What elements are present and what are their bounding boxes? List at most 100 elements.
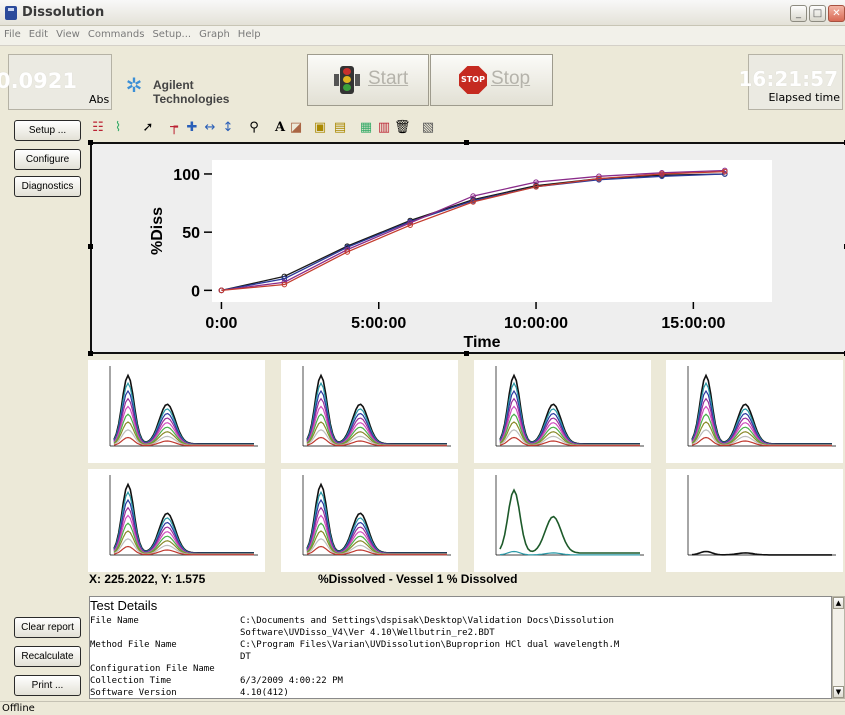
series-icon[interactable]: ☷ — [92, 120, 104, 135]
series-point — [344, 249, 351, 255]
clear-report-button[interactable]: Clear report — [14, 617, 81, 638]
details-scrollbar[interactable]: ▲ ▼ — [832, 596, 845, 699]
scroll-up-arrow-icon[interactable]: ▲ — [833, 597, 844, 609]
bars-icon[interactable]: ▥ — [377, 120, 391, 135]
series-point — [281, 275, 288, 282]
mini-spectrum-line — [499, 436, 640, 447]
x-tick-label: 10:00:00 — [504, 315, 568, 332]
test-details-panel[interactable]: Test Details File Name C:\Documents and S… — [89, 596, 832, 699]
move-icon[interactable]: ✚ — [186, 120, 198, 135]
series-point — [470, 193, 476, 199]
mini-spectrum-line — [113, 545, 254, 556]
spectrum-vessel-7[interactable] — [474, 469, 651, 572]
series-point — [596, 175, 602, 182]
start-label: Start — [368, 68, 409, 89]
diagnostics-button[interactable]: Diagnostics — [14, 176, 81, 197]
mini-spectrum-line — [113, 389, 254, 445]
details-value: C:\Documents and Settings\dspisak\Deskto… — [240, 616, 614, 626]
traffic-light-icon — [334, 66, 360, 94]
spectrum-vessel-5[interactable] — [88, 469, 265, 572]
x-tick-label: 15:00:00 — [661, 315, 725, 332]
spectrum-vessel-8[interactable] — [666, 469, 843, 572]
x-tick-label: 5:00:00 — [351, 315, 406, 332]
vertical-zoom-icon[interactable]: ↕ — [222, 120, 234, 135]
delete-icon[interactable]: 🗑 — [394, 120, 411, 135]
absorbance-unit: Abs — [89, 93, 110, 106]
spectrum-vessel-1[interactable] — [88, 360, 265, 463]
brand-name: Agilent Technologies — [153, 78, 230, 106]
paint-icon[interactable]: ◪ — [289, 120, 303, 135]
status-bar: Offline — [0, 701, 845, 715]
mini-spectrum-line — [113, 436, 254, 447]
mini-spectrum-line — [306, 389, 447, 445]
y-tick-label: 50 — [182, 225, 200, 242]
x-axis-title: Time — [463, 334, 500, 351]
configure-button[interactable]: Configure — [14, 149, 81, 170]
copy-chart-icon[interactable]: ▣ — [313, 120, 327, 135]
maximize-button[interactable]: □ — [809, 5, 826, 22]
mini-spectrum-line — [306, 545, 447, 556]
print-button[interactable]: Print ... — [14, 675, 81, 696]
dissolution-chart-svg: 0 50 100 0:00 5:00:00 10:00:00 15:00:00 Time %Di… — [149, 160, 772, 351]
details-value: DT — [240, 652, 251, 662]
menu-view[interactable]: View — [56, 29, 80, 40]
close-button[interactable]: ✕ — [828, 5, 845, 22]
y-axis-title: %Diss — [149, 207, 166, 255]
stop-sign-icon: STOP — [459, 66, 487, 94]
minimize-button[interactable]: _ — [790, 5, 807, 22]
crosshair-icon[interactable]: ┮ — [170, 120, 178, 135]
series-point — [218, 287, 225, 294]
details-key: Method File Name — [90, 640, 177, 650]
scroll-down-arrow-icon[interactable]: ▼ — [833, 686, 844, 698]
start-button[interactable]: Start — [307, 54, 429, 106]
elapsed-time-readout: 16:21:57 Elapsed time — [739, 54, 843, 110]
plot-area — [212, 160, 772, 302]
mini-spectrum-line — [499, 488, 640, 554]
mini-spectrum-line — [499, 389, 640, 445]
series-point — [470, 199, 476, 205]
menu-help[interactable]: Help — [237, 29, 261, 40]
recalculate-button[interactable]: Recalculate — [14, 646, 81, 667]
menu-setup[interactable]: Setup... — [152, 29, 192, 40]
spectrum-vessel-4[interactable] — [666, 360, 843, 463]
spectrum-vessel-3[interactable] — [474, 360, 651, 463]
export-chart-icon[interactable]: ▤ — [333, 120, 347, 135]
setup-button[interactable]: Setup ... — [14, 120, 81, 141]
text-icon[interactable]: A — [274, 120, 286, 135]
magnify-icon[interactable]: ⚲ — [249, 120, 259, 135]
series-point — [407, 222, 414, 228]
series-point — [722, 168, 728, 175]
menu-graph[interactable]: Graph — [199, 29, 230, 40]
series-line-4 — [221, 170, 725, 292]
mini-spectrum-line — [499, 550, 640, 556]
grid-icon[interactable]: ▦ — [359, 120, 373, 135]
details-value: 6/3/2009 4:00:22 PM — [240, 676, 343, 686]
mini-spectrum-line — [691, 550, 832, 556]
spectrum-vessel-6[interactable] — [281, 469, 458, 572]
mini-spectrum-line — [113, 498, 254, 554]
menu-edit[interactable]: Edit — [28, 29, 49, 40]
absorbance-readout: 0.0921 Abs — [0, 54, 112, 110]
chart-line-icon[interactable]: ⌇ — [114, 120, 122, 135]
dissolution-chart[interactable]: 0 50 100 0:00 5:00:00 10:00:00 15:00:00 Time %Di… — [88, 140, 845, 356]
details-key: Software Version — [90, 688, 177, 698]
spectrum-vessel-2[interactable] — [281, 360, 458, 463]
pointer-icon[interactable]: ➚ — [142, 120, 154, 135]
series-point — [533, 183, 539, 190]
mini-spectrum-line — [691, 389, 832, 445]
y-tick-label: 100 — [173, 167, 200, 184]
brand-logo: ✲ Agilent Technologies — [123, 74, 273, 106]
stop-button[interactable]: STOP Stop — [430, 54, 553, 106]
test-details-header: Test Details — [90, 598, 158, 613]
horizontal-zoom-icon[interactable]: ↔ — [204, 120, 216, 135]
menu-bar: File Edit View Commands Setup... Graph Help — [0, 26, 845, 46]
series-point — [281, 281, 288, 288]
menu-file[interactable]: File — [4, 29, 21, 40]
details-key: File Name — [90, 616, 139, 626]
elapsed-time-label: Elapsed time — [768, 91, 840, 104]
properties-icon[interactable]: ▧ — [421, 120, 435, 135]
series-line-2 — [221, 173, 725, 291]
menu-commands[interactable]: Commands — [87, 29, 145, 40]
elapsed-time-value: 16:21:57 — [738, 67, 839, 91]
stop-label: Stop — [491, 68, 531, 89]
